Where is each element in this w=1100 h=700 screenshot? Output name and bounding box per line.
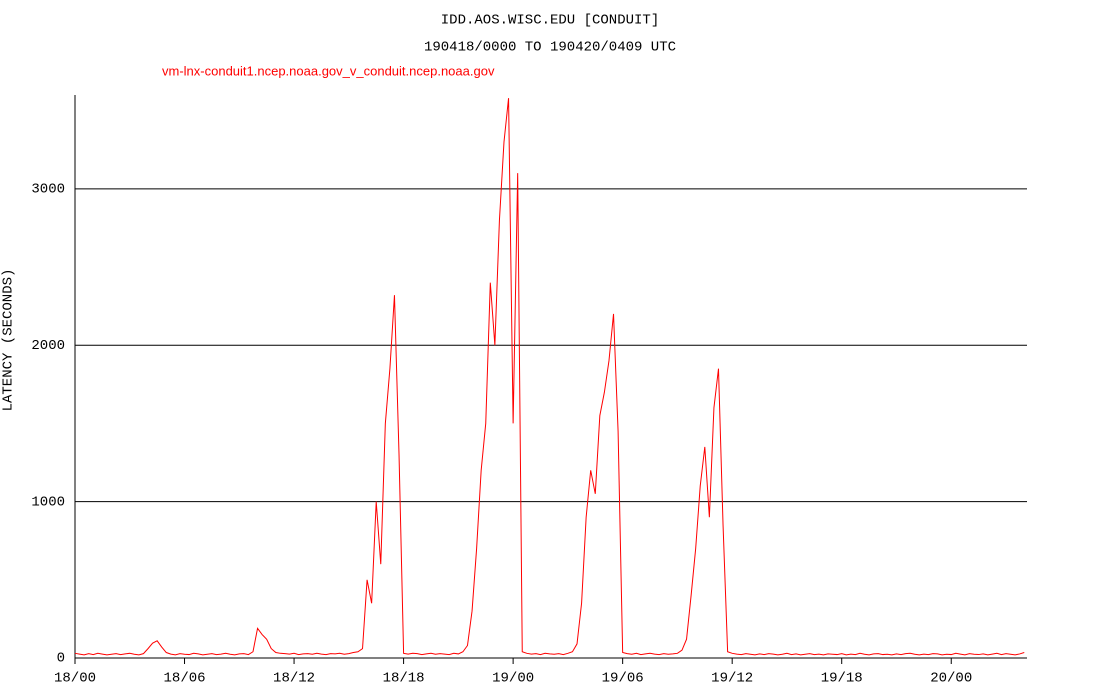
y-tick-label: 2000 <box>31 338 65 354</box>
chart-subtitle: 190418/0000 TO 190420/0409 UTC <box>424 40 676 56</box>
x-tick-label: 18/12 <box>273 671 315 687</box>
chart-title: IDD.AOS.WISC.EDU [CONDUIT] <box>441 13 659 29</box>
x-tick-label: 19/18 <box>821 671 863 687</box>
y-tick-label: 1000 <box>31 494 65 510</box>
legend-entry: vm-lnx-conduit1.ncep.noaa.gov_v_conduit.… <box>162 63 495 78</box>
x-tick-label: 20/00 <box>930 671 972 687</box>
x-tick-label: 19/06 <box>602 671 644 687</box>
y-axis-label: LATENCY (SECONDS) <box>1 269 17 412</box>
x-tick-label: 19/00 <box>492 671 534 687</box>
y-tick-label: 0 <box>57 651 65 667</box>
x-tick-label: 19/12 <box>711 671 753 687</box>
y-tick-label: 3000 <box>31 182 65 198</box>
x-tick-label: 18/00 <box>54 671 96 687</box>
x-tick-label: 18/18 <box>383 671 425 687</box>
series-line <box>74 98 1025 656</box>
x-tick-label: 18/06 <box>164 671 206 687</box>
